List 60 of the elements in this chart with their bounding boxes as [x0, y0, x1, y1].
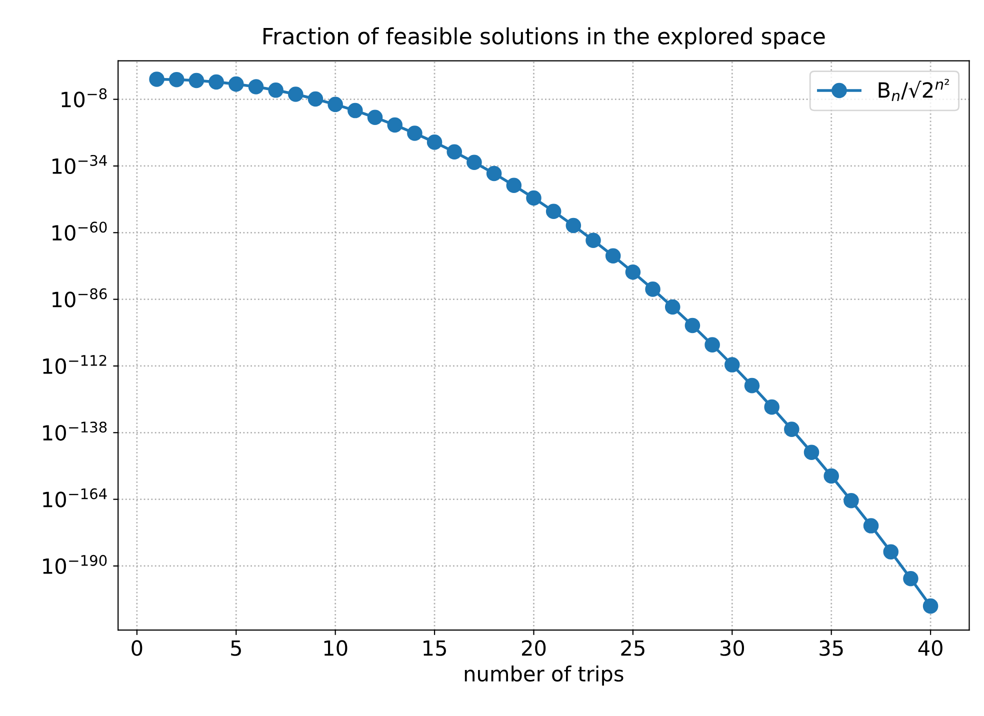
point — [922, 598, 938, 614]
point — [228, 76, 244, 92]
point — [486, 166, 502, 182]
x-tick-label: 0 — [132, 640, 142, 656]
x-tick-label: 5 — [231, 640, 241, 656]
point — [149, 72, 164, 87]
point — [506, 178, 522, 194]
legend-label: B$_{n}$/√2$^{n²}$ — [878, 78, 949, 102]
point — [844, 492, 859, 508]
point — [645, 282, 660, 297]
point — [168, 72, 184, 88]
x-tick-label: 20 — [522, 640, 546, 656]
y-tick-label: 10$^{−138}$ — [43, 422, 107, 441]
point — [387, 117, 402, 133]
point — [466, 154, 482, 170]
y-tick-label: 10$^{−112}$ — [43, 354, 106, 374]
y-tick-label: 10$^{−86}$ — [52, 288, 107, 308]
point — [248, 79, 264, 94]
point — [268, 82, 284, 98]
point — [863, 518, 879, 534]
point — [526, 190, 542, 206]
point — [308, 91, 324, 107]
y-tick-label: 10$^{−164}$ — [43, 488, 107, 508]
x-tick-label: 30 — [720, 640, 744, 656]
x-tick-label: 40 — [918, 640, 942, 656]
point — [546, 204, 562, 220]
x-axis-title: number of trips — [464, 666, 624, 686]
point — [208, 74, 224, 90]
point — [784, 422, 800, 437]
point — [704, 337, 720, 352]
point — [764, 399, 780, 415]
y-tick-label: 10$^{−190}$ — [43, 554, 107, 574]
point — [328, 96, 343, 112]
point — [288, 86, 304, 102]
chart-title: Fraction of feasible solutions in the explored space — [264, 27, 825, 49]
point — [625, 264, 641, 280]
point — [188, 72, 204, 88]
point — [744, 378, 760, 394]
y-tick-label: 10$^{−8}$ — [62, 88, 107, 108]
point — [824, 468, 839, 484]
point — [724, 357, 740, 372]
x-tick-label: 25 — [621, 640, 644, 656]
point — [407, 126, 422, 141]
point — [586, 232, 601, 248]
point — [605, 248, 621, 264]
point — [804, 444, 820, 460]
point — [348, 102, 363, 118]
y-tick-label: 10$^{−60}$ — [52, 222, 107, 241]
point — [566, 218, 582, 234]
point — [664, 299, 680, 315]
point — [883, 544, 899, 560]
x-tick-label: 10 — [324, 640, 348, 656]
point — [903, 570, 918, 586]
x-tick-label: 15 — [424, 640, 446, 656]
point — [367, 110, 383, 126]
x-tick-label: 35 — [820, 640, 843, 656]
y-tick-label: 10$^{−34}$ — [52, 154, 107, 174]
point — [426, 134, 442, 150]
point — [684, 318, 700, 334]
point — [446, 144, 462, 160]
